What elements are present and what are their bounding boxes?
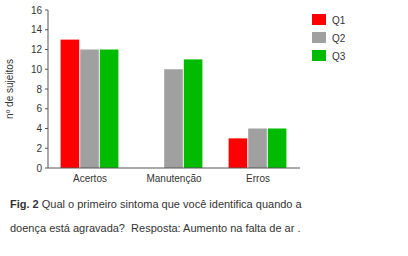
y-tick xyxy=(45,108,48,109)
legend-label: Q3 xyxy=(332,51,346,62)
bar xyxy=(229,138,248,168)
legend: Q1 Q2 Q3 xyxy=(312,14,346,62)
legend-swatch xyxy=(312,50,326,61)
y-tick xyxy=(45,49,48,50)
y-tick xyxy=(45,89,48,90)
legend-swatch xyxy=(312,14,326,25)
chart: 0 2 4 6 8 10 12 14 16 Acertos Manutenção Erros nº de… xyxy=(0,0,408,256)
bar xyxy=(80,50,99,169)
bars xyxy=(61,40,287,168)
x-tick-label: Manutenção xyxy=(146,173,201,184)
y-tick-label: 2 xyxy=(36,143,42,154)
bar xyxy=(248,129,267,169)
y-tick xyxy=(45,10,48,11)
y-tick-label: 0 xyxy=(36,163,42,174)
y-tick-label: 12 xyxy=(31,44,43,55)
caption-bold: Fig. 2 xyxy=(10,198,39,210)
legend-label: Q2 xyxy=(332,33,346,44)
caption-line: doença está agravada? Resposta: Aumento … xyxy=(10,222,300,234)
y-tick xyxy=(45,128,48,129)
y-tick xyxy=(45,29,48,30)
y-tick-label: 14 xyxy=(31,24,43,35)
x-tick-label: Erros xyxy=(246,173,270,184)
y-tick xyxy=(45,69,48,70)
x-tick-label: Acertos xyxy=(73,173,107,184)
y-tick-label: 4 xyxy=(36,123,42,134)
y-tick-label: 16 xyxy=(31,5,43,16)
y-tick xyxy=(45,148,48,149)
bar xyxy=(268,129,287,169)
legend-swatch xyxy=(312,32,326,43)
bar xyxy=(61,40,80,168)
x-axis xyxy=(48,168,300,169)
y-tick-label: 8 xyxy=(36,84,42,95)
y-tick xyxy=(45,168,48,169)
bar xyxy=(164,69,183,168)
legend-label: Q1 xyxy=(332,15,346,26)
caption-line: Fig. 2 Qual o primeiro sintoma que você … xyxy=(10,198,303,210)
bar xyxy=(100,50,119,169)
y-tick-label: 6 xyxy=(36,103,42,114)
bar xyxy=(184,59,203,168)
caption-text: Qual o primeiro sintoma que você identif… xyxy=(39,198,303,210)
y-axis-label: nº de sujeitos xyxy=(4,59,15,119)
y-tick-label: 10 xyxy=(31,64,43,75)
